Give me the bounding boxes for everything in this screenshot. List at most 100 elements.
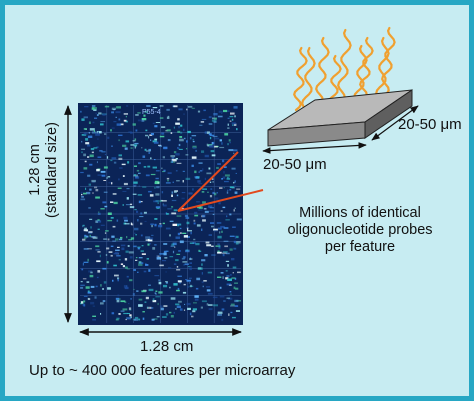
array-spot xyxy=(204,210,209,213)
array-spot xyxy=(130,147,133,149)
array-spot xyxy=(200,121,205,123)
array-spot xyxy=(95,285,98,288)
array-spot xyxy=(95,249,100,251)
array-spot xyxy=(152,140,157,143)
array-spot xyxy=(146,258,149,260)
array-spot xyxy=(159,305,163,308)
array-spot xyxy=(82,303,86,306)
array-spot xyxy=(127,161,130,164)
array-spot xyxy=(189,266,192,268)
array-spot xyxy=(124,223,130,225)
array-spot xyxy=(122,175,125,177)
array-spot xyxy=(195,149,197,152)
array-spot xyxy=(96,114,99,116)
array-spot xyxy=(189,262,192,264)
array-height-label: 1.28 cm xyxy=(27,144,43,196)
array-spot xyxy=(208,167,211,170)
array-spot xyxy=(81,118,85,121)
array-spot xyxy=(96,276,99,279)
array-spot xyxy=(116,255,121,257)
array-spot xyxy=(202,168,204,171)
array-spot xyxy=(123,113,128,115)
array-spot xyxy=(112,279,114,282)
array-spot xyxy=(136,290,139,292)
array-spot xyxy=(161,126,166,128)
array-spot xyxy=(88,270,92,273)
array-spot xyxy=(170,155,176,158)
array-spot xyxy=(179,232,182,234)
array-spot xyxy=(218,246,221,249)
array-spot xyxy=(162,156,165,159)
array-spot xyxy=(223,240,229,242)
array-spot xyxy=(97,156,102,158)
feature-chip xyxy=(267,89,413,147)
array-spot xyxy=(87,156,90,158)
array-spot xyxy=(111,107,116,110)
array-spot xyxy=(134,232,136,234)
array-spot xyxy=(232,226,236,228)
array-spot xyxy=(171,194,173,197)
array-spot xyxy=(227,123,229,126)
array-spot xyxy=(189,312,192,316)
array-spot xyxy=(118,259,121,261)
array-spot xyxy=(129,206,135,209)
chip-width-label: 20-50 μm xyxy=(263,156,327,173)
array-spot xyxy=(230,112,235,115)
array-spot xyxy=(232,316,236,319)
array-spot xyxy=(135,114,139,116)
array-spot xyxy=(186,226,189,229)
array-spot xyxy=(227,143,229,146)
array-spot xyxy=(125,204,130,206)
array-spot xyxy=(163,284,168,288)
array-spot xyxy=(173,126,175,129)
array-spot xyxy=(197,110,201,113)
array-spot xyxy=(189,137,192,140)
array-spot xyxy=(97,219,100,221)
array-spot xyxy=(148,151,151,154)
array-spot xyxy=(175,259,179,262)
array-spot xyxy=(126,197,129,200)
array-spot xyxy=(103,281,107,284)
array-spot xyxy=(107,238,110,241)
array-spot xyxy=(113,201,118,205)
array-spot xyxy=(90,301,95,305)
array-spot xyxy=(234,115,236,118)
array-spot xyxy=(224,245,228,248)
array-spot xyxy=(212,296,218,299)
array-spot xyxy=(208,304,213,306)
array-spot xyxy=(97,131,99,134)
array-spot xyxy=(152,107,158,109)
array-spot xyxy=(148,135,150,139)
array-spot xyxy=(231,118,234,121)
array-spot xyxy=(97,138,99,140)
array-spot xyxy=(184,303,186,305)
array-spot xyxy=(87,290,90,292)
array-spot xyxy=(154,223,157,227)
array-spot xyxy=(87,248,92,250)
array-spot xyxy=(81,196,84,198)
array-spot xyxy=(87,258,89,262)
array-spot xyxy=(118,154,122,157)
array-spot xyxy=(183,113,185,115)
array-spot xyxy=(88,183,91,186)
array-spot xyxy=(176,269,181,271)
array-spot xyxy=(177,130,181,133)
array-spot xyxy=(137,247,140,250)
array-spot xyxy=(225,270,228,272)
array-spot xyxy=(213,192,217,196)
array-spot xyxy=(207,292,213,295)
array-spot xyxy=(215,245,221,247)
array-spot xyxy=(80,198,86,201)
array-spot xyxy=(219,187,223,189)
array-spot xyxy=(234,236,237,239)
array-spot xyxy=(207,271,212,274)
array-spot xyxy=(233,185,237,187)
array-spot xyxy=(201,281,204,284)
array-spot xyxy=(198,162,203,164)
array-spot xyxy=(115,238,119,241)
array-spot xyxy=(186,108,188,111)
array-spot xyxy=(148,269,151,272)
array-spot xyxy=(212,181,214,183)
array-spot xyxy=(133,269,136,271)
array-spot xyxy=(80,284,85,286)
